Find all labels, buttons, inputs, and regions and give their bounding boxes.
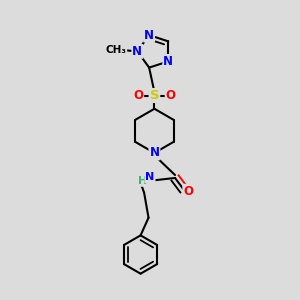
Text: N: N [132,45,142,58]
Text: N: N [163,55,173,68]
Text: S: S [150,89,159,102]
Text: H: H [138,176,147,186]
Text: CH₃: CH₃ [105,45,126,55]
Text: N: N [149,146,159,159]
Text: O: O [183,185,193,198]
Text: N: N [146,172,154,182]
Text: N: N [144,28,154,42]
Text: O: O [166,89,176,102]
Text: O: O [133,89,143,102]
